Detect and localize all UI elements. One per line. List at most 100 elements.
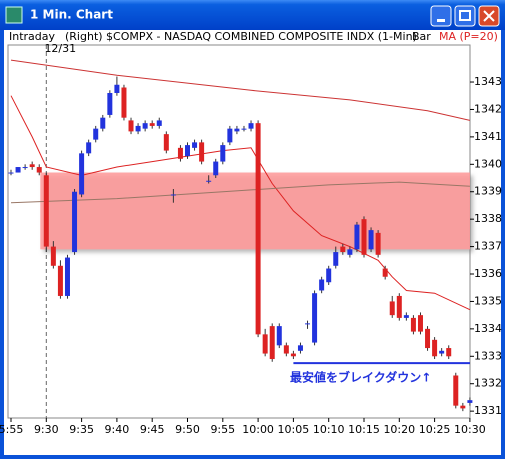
candle-body <box>8 172 14 174</box>
header-mode: Intraday <box>9 30 56 43</box>
x-tick-label: 5:55 <box>0 423 23 436</box>
x-tick-label: 10:25 <box>419 423 451 436</box>
candle-body <box>43 175 49 247</box>
candle-body <box>446 348 452 357</box>
title-bar <box>0 0 505 30</box>
session-label: 12/31 <box>44 42 76 55</box>
candle-body <box>389 301 395 316</box>
minimize-button[interactable] <box>430 5 452 27</box>
candle-body <box>290 353 296 357</box>
candle-body <box>15 167 21 173</box>
app-icon <box>5 6 23 24</box>
candle-body <box>156 120 162 126</box>
candle-body <box>149 123 155 126</box>
x-tick-label: 9:35 <box>69 423 94 436</box>
candle-body <box>64 257 70 296</box>
y-tick-label: 1338 <box>474 212 502 225</box>
candle-body <box>185 145 190 157</box>
candle-body <box>135 125 141 132</box>
x-tick-label: 10:15 <box>348 423 380 436</box>
close-icon <box>483 10 495 22</box>
candle-body <box>319 279 325 291</box>
y-tick-label: 1343 <box>474 75 502 88</box>
candle-body <box>170 194 176 196</box>
candle-body <box>410 317 416 332</box>
candle-body <box>100 117 106 129</box>
candle-body <box>361 219 367 255</box>
x-tick-label: 9:40 <box>105 423 130 436</box>
candle-body <box>50 246 56 266</box>
candle-body <box>276 326 282 346</box>
candle-body <box>312 293 318 343</box>
y-tick-label: 1342 <box>474 102 502 115</box>
candle-body <box>192 142 198 148</box>
overlay-line <box>10 181 470 204</box>
y-tick-label: 1332 <box>474 377 502 390</box>
x-tick-label: 9:45 <box>140 423 165 436</box>
candle-body <box>396 295 402 318</box>
candle-body <box>57 265 63 296</box>
x-tick-label: 9:30 <box>34 423 59 436</box>
y-tick-label: 1339 <box>474 185 502 198</box>
y-tick-label: 1333 <box>474 349 502 362</box>
candle-body <box>305 323 311 325</box>
candle-body <box>107 92 113 115</box>
window-buttons[interactable] <box>430 5 500 27</box>
candle-body <box>177 147 183 159</box>
y-tick-label: 1331 <box>474 404 502 417</box>
candle-body <box>439 350 445 354</box>
x-tick-label: 10:10 <box>313 423 345 436</box>
candle-body <box>121 87 127 118</box>
candle-body <box>453 375 459 406</box>
candle-body <box>163 134 169 151</box>
x-tick-label: 10:05 <box>278 423 310 436</box>
highlight-band <box>40 172 471 250</box>
x-tick-label: 10:30 <box>454 423 486 436</box>
candle-body <box>227 128 233 143</box>
annotation: 最安値をブレイクダウン↑ <box>290 370 431 385</box>
y-tick-label: 1335 <box>474 294 502 307</box>
candle-body <box>234 128 240 132</box>
window-title: 1 Min. Chart <box>30 8 113 22</box>
candle-body <box>220 145 226 162</box>
candle-body <box>297 345 303 351</box>
candle-body <box>241 128 247 130</box>
candle-body <box>213 161 219 176</box>
x-tick-label: 10:20 <box>383 423 415 436</box>
candle-body <box>269 326 275 360</box>
candle-body <box>114 84 120 93</box>
x-tick-label: 9:50 <box>175 423 200 436</box>
candle-body <box>432 339 438 357</box>
candle-body <box>72 191 78 253</box>
overlay-line <box>10 95 471 311</box>
candle-body <box>79 153 85 195</box>
candle-body <box>326 268 332 283</box>
candle-body <box>403 315 409 318</box>
y-tick-label: 1341 <box>474 130 502 143</box>
candle-body <box>255 123 261 335</box>
candle-body <box>417 315 423 332</box>
candle-body <box>248 123 254 129</box>
candle-body <box>382 268 388 277</box>
maximize-button[interactable] <box>454 5 476 27</box>
overlay-line <box>10 59 471 121</box>
candle-body <box>262 334 268 354</box>
candle-body <box>29 164 35 168</box>
x-tick-label: 10:00 <box>242 423 274 436</box>
y-tick-label: 1340 <box>474 157 502 170</box>
minimize-icon <box>437 19 445 22</box>
candle-body <box>375 232 381 255</box>
candle-body <box>283 345 289 354</box>
candle-body <box>86 142 92 154</box>
y-tick-label: 1337 <box>474 240 502 253</box>
candle-body <box>347 249 353 255</box>
candle-body <box>425 328 431 349</box>
candle-body <box>206 180 212 182</box>
maximize-icon <box>459 10 471 21</box>
x-tick-label: 9:55 <box>210 423 235 436</box>
header-style: Bar <box>412 30 431 43</box>
candle-body <box>340 246 346 253</box>
candle-body <box>36 167 42 173</box>
